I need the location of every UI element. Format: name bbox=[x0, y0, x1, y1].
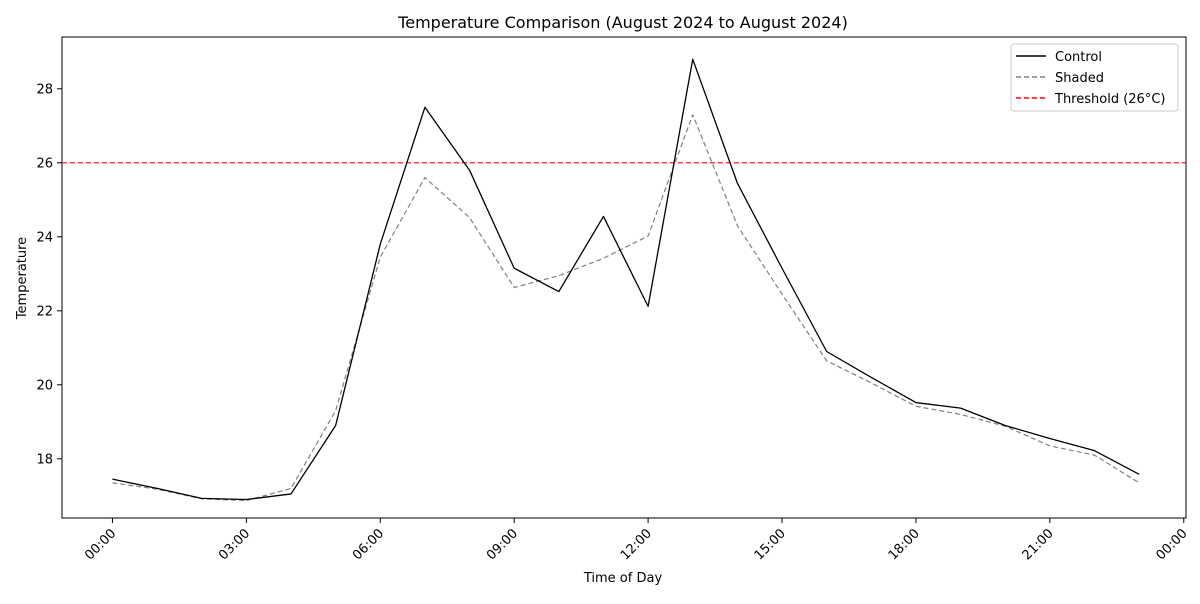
x-axis: 00:00 03:00 06:00 09:00 12:00 15:00 18:00 21:00… bbox=[82, 518, 1191, 563]
y-axis-label: Temperature bbox=[15, 237, 30, 320]
x-tick-label: 18:00 bbox=[886, 526, 923, 563]
x-tick-label: 06:00 bbox=[350, 526, 387, 563]
y-tick-label: 18 bbox=[36, 452, 53, 467]
x-tick-label: 00:00 bbox=[1153, 526, 1190, 563]
x-tick-label: 21:00 bbox=[1020, 526, 1057, 563]
x-tick-label: 12:00 bbox=[618, 526, 655, 563]
x-tick-label: 15:00 bbox=[752, 526, 789, 563]
y-tick-label: 24 bbox=[36, 230, 53, 245]
legend-label-shaded: Shaded bbox=[1055, 71, 1104, 86]
y-axis: 18 20 22 24 26 28 bbox=[36, 82, 62, 467]
y-tick-label: 20 bbox=[36, 378, 53, 393]
series-layer bbox=[112, 58, 1140, 502]
y-tick-label: 28 bbox=[36, 82, 53, 97]
legend-label-threshold: Threshold (26°C) bbox=[1054, 92, 1165, 107]
chart-title: Temperature Comparison (August 2024 to A… bbox=[397, 13, 848, 32]
x-tick-label: 00:00 bbox=[82, 526, 119, 563]
plot-area bbox=[61, 36, 1187, 519]
y-tick-label: 22 bbox=[36, 304, 53, 319]
y-tick-label: 26 bbox=[36, 156, 53, 171]
x-tick-label: 03:00 bbox=[216, 526, 253, 563]
x-tick-label: 09:00 bbox=[484, 526, 521, 563]
series-line-control bbox=[112, 58, 1140, 501]
series-line-shaded bbox=[112, 114, 1140, 502]
legend-box bbox=[1010, 43, 1179, 112]
legend-label-control: Control bbox=[1055, 50, 1102, 65]
legend: Control Shaded Threshold (26°C) bbox=[1010, 43, 1179, 112]
x-axis-label: Time of Day bbox=[583, 571, 663, 586]
